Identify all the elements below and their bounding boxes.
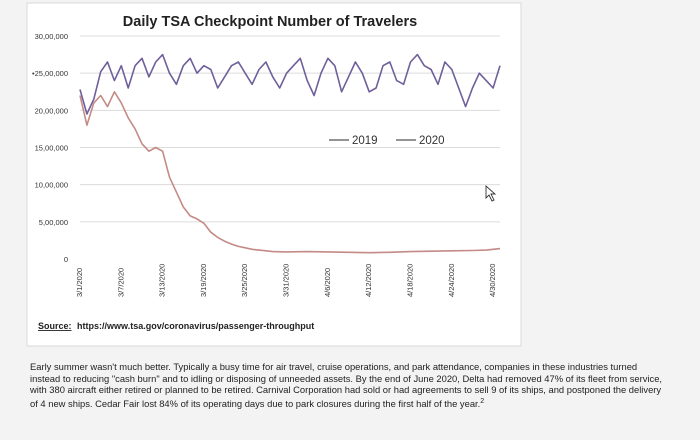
legend: 2019 2020 [329,135,445,147]
paragraph-text: Early summer wasn't much better. Typical… [30,361,663,409]
chart-frame [26,2,522,347]
svg-text:Source: https://www.ts: Source: https://www.tsa.gov/coronavirus/… [38,321,314,331]
x-tick-label-2: 3/13/2020 [158,264,167,297]
x-tick-label-3: 3/19/2020 [199,264,208,297]
x-tick-label-9: 4/24/2020 [447,264,456,297]
x-tick-label-0: 3/1/2020 [75,268,84,297]
x-tick-label-8: 4/18/2020 [405,264,414,297]
x-tick-label-4: 3/25/2020 [240,264,249,297]
x-tick-label-7: 4/12/2020 [364,264,373,297]
x-tick-label-1: 3/7/2020 [116,268,125,297]
body-paragraph: Early summer wasn't much better. Typical… [30,361,666,410]
legend-label-2019: 2019 [352,135,378,147]
y-tick-label-1: •25,00,000 [32,69,68,78]
y-tick-label-2: 20,00,000 [35,106,68,115]
chart-title: Daily TSA Checkpoint Number of Travelers [123,14,417,30]
x-tick-label-5: 3/31/2020 [282,264,291,297]
cursor-icon [485,184,497,202]
footnote-marker: 2 [480,397,485,405]
y-tick-label-4: 10,00,000 [35,181,68,190]
y-axis-labels: 30,00,000 •25,00,000 20,00,000 15,00,000 10,… [32,32,68,264]
y-tick-label-3: 15,00,000 [35,144,68,153]
y-tick-label-0: 30,00,000 [35,32,68,41]
line-chart: Daily TSA Checkpoint Number of Travelers… [26,2,522,347]
x-tick-label-10: 4/30/2020 [488,264,497,297]
source-label: Source: [38,321,72,331]
series-line-2019 [79,53,501,115]
y-tick-label-5: 5,00,000 [39,218,68,227]
series-lines [79,53,501,254]
y-tick-label-6: 0 [64,255,68,264]
source-line: Source: https://www.tsa.gov/coronavirus/… [38,321,314,331]
source-url: https://www.tsa.gov/coronavirus/passenge… [77,321,314,331]
series-line-2020 [79,91,501,254]
legend-label-2020: 2020 [419,135,445,147]
x-axis-labels: 3/1/2020 3/7/2020 3/13/2020 3/19/2020 3/25/2… [75,264,497,297]
x-tick-label-6: 4/6/2020 [323,268,332,297]
